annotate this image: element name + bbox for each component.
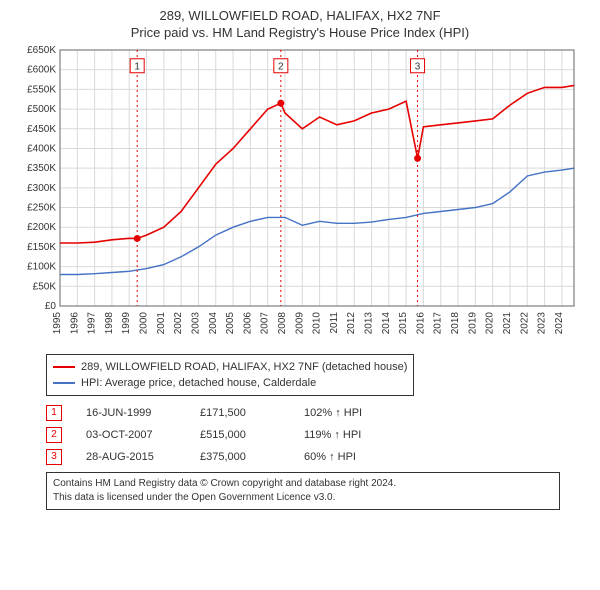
footer-attribution: Contains HM Land Registry data © Crown c…	[46, 472, 560, 510]
sale-hpi: 102% ↑ HPI	[304, 402, 394, 424]
sale-marker-box: 2	[46, 427, 62, 443]
svg-text:£400K: £400K	[27, 143, 56, 154]
svg-text:£450K: £450K	[27, 124, 56, 135]
legend-swatch-property	[53, 366, 75, 368]
svg-text:2013: 2013	[364, 312, 375, 335]
sale-price: £375,000	[200, 446, 280, 468]
chart-svg: £0 £50K £100K £150K £200K £250K £300K £350K £400…	[22, 46, 578, 346]
svg-text:£550K: £550K	[27, 84, 56, 95]
svg-text:2021: 2021	[502, 312, 513, 335]
legend-label-hpi: HPI: Average price, detached house, Cald…	[81, 375, 316, 391]
svg-text:£200K: £200K	[27, 222, 56, 233]
sale-hpi: 119% ↑ HPI	[304, 424, 394, 446]
svg-text:2007: 2007	[260, 312, 271, 335]
svg-text:2019: 2019	[467, 312, 478, 335]
svg-text:2010: 2010	[312, 312, 323, 335]
svg-text:2017: 2017	[433, 312, 444, 335]
legend-swatch-hpi	[53, 382, 75, 384]
svg-text:1999: 1999	[121, 312, 132, 335]
svg-text:2015: 2015	[398, 312, 409, 335]
svg-text:2002: 2002	[173, 312, 184, 335]
sale-marker-box: 3	[46, 449, 62, 465]
sale-hpi: 60% ↑ HPI	[304, 446, 394, 468]
svg-text:£300K: £300K	[27, 183, 56, 194]
sales-table: 1 16-JUN-1999 £171,500 102% ↑ HPI 2 03-O…	[46, 402, 584, 468]
svg-text:2022: 2022	[519, 312, 530, 335]
svg-text:2011: 2011	[329, 312, 340, 334]
svg-text:2005: 2005	[225, 312, 236, 335]
sale-price: £171,500	[200, 402, 280, 424]
sale-row: 1 16-JUN-1999 £171,500 102% ↑ HPI	[46, 402, 584, 424]
svg-text:2023: 2023	[537, 312, 548, 335]
svg-text:£650K: £650K	[27, 46, 56, 56]
sale-price: £515,000	[200, 424, 280, 446]
svg-text:2000: 2000	[139, 312, 150, 335]
svg-text:2004: 2004	[208, 312, 219, 335]
svg-text:2020: 2020	[485, 312, 496, 335]
footer-line2: This data is licensed under the Open Gov…	[53, 491, 553, 505]
sale-date: 16-JUN-1999	[86, 402, 176, 424]
svg-text:2006: 2006	[242, 312, 253, 335]
svg-text:2024: 2024	[554, 312, 565, 335]
chart-title-subtitle: Price paid vs. HM Land Registry's House …	[10, 25, 590, 40]
sale-marker-box: 1	[46, 405, 62, 421]
chart-container: 289, WILLOWFIELD ROAD, HALIFAX, HX2 7NF …	[0, 0, 600, 518]
svg-text:2009: 2009	[294, 312, 305, 335]
svg-text:2003: 2003	[190, 312, 201, 335]
svg-text:3: 3	[415, 61, 421, 72]
svg-text:£600K: £600K	[27, 65, 56, 76]
svg-text:2001: 2001	[156, 312, 167, 335]
svg-text:1998: 1998	[104, 312, 115, 335]
svg-text:£150K: £150K	[27, 242, 56, 253]
svg-text:2008: 2008	[277, 312, 288, 335]
svg-text:1997: 1997	[87, 312, 98, 335]
svg-text:£500K: £500K	[27, 104, 56, 115]
legend-label-property: 289, WILLOWFIELD ROAD, HALIFAX, HX2 7NF …	[81, 359, 407, 375]
svg-text:2: 2	[278, 61, 284, 72]
sale-date: 03-OCT-2007	[86, 424, 176, 446]
sale-row: 3 28-AUG-2015 £375,000 60% ↑ HPI	[46, 446, 584, 468]
footer-line1: Contains HM Land Registry data © Crown c…	[53, 477, 553, 491]
svg-text:2016: 2016	[415, 312, 426, 335]
legend-item-property: 289, WILLOWFIELD ROAD, HALIFAX, HX2 7NF …	[53, 359, 407, 375]
plot-area: £0 £50K £100K £150K £200K £250K £300K £350K £400…	[22, 46, 578, 346]
svg-text:2018: 2018	[450, 312, 461, 335]
svg-text:£50K: £50K	[33, 281, 57, 292]
svg-text:1995: 1995	[52, 312, 63, 335]
svg-text:£0: £0	[45, 301, 57, 312]
svg-text:1: 1	[134, 61, 140, 72]
legend: 289, WILLOWFIELD ROAD, HALIFAX, HX2 7NF …	[46, 354, 414, 396]
chart-title-address: 289, WILLOWFIELD ROAD, HALIFAX, HX2 7NF	[10, 8, 590, 23]
svg-text:£250K: £250K	[27, 203, 56, 214]
svg-text:2012: 2012	[346, 312, 357, 335]
sale-row: 2 03-OCT-2007 £515,000 119% ↑ HPI	[46, 424, 584, 446]
sale-date: 28-AUG-2015	[86, 446, 176, 468]
svg-text:£100K: £100K	[27, 262, 56, 273]
legend-item-hpi: HPI: Average price, detached house, Cald…	[53, 375, 407, 391]
svg-text:2014: 2014	[381, 312, 392, 335]
svg-text:£350K: £350K	[27, 163, 56, 174]
svg-text:1996: 1996	[69, 312, 80, 335]
